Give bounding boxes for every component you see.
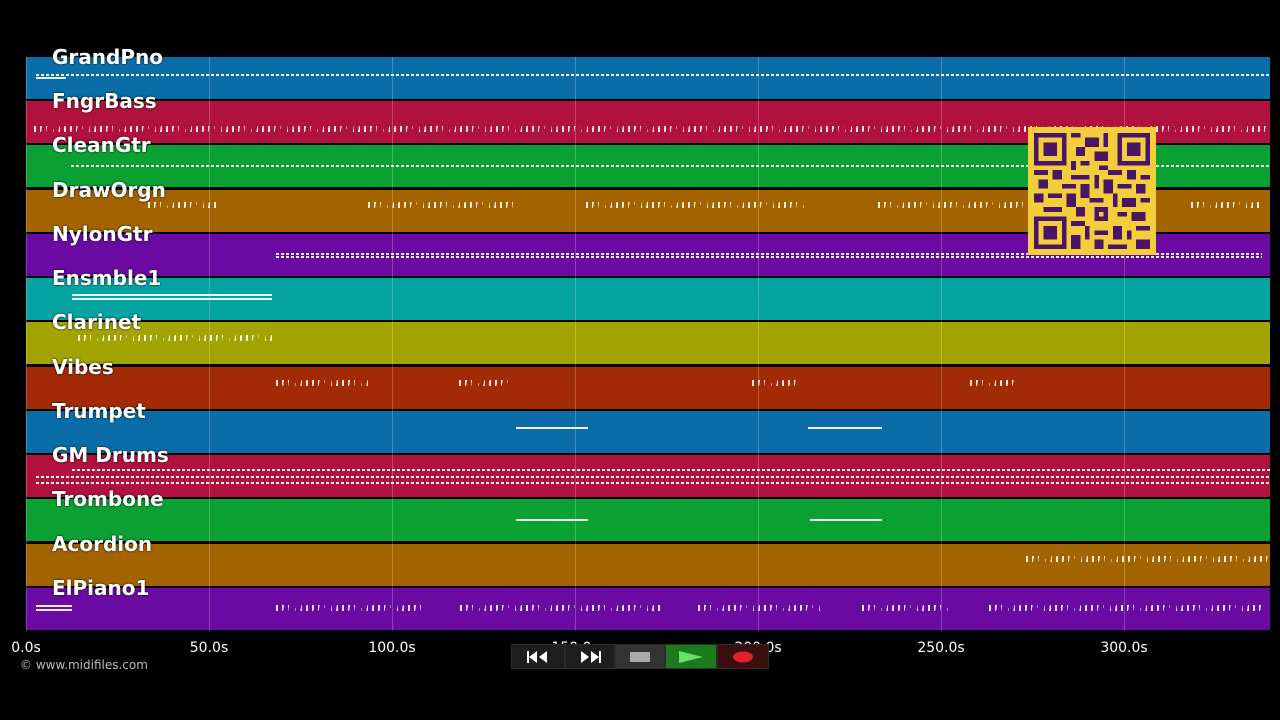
stop-button[interactable] — [615, 644, 665, 669]
track-label: Vibes — [52, 355, 114, 379]
fast-forward-icon — [581, 650, 601, 663]
piano-roll-timeline[interactable]: GrandPno FngrBass CleanGtr DrawOrgn Nylo… — [26, 45, 1270, 631]
time-tick-label: 300.0s — [1100, 640, 1148, 656]
qr-code-icon — [1028, 127, 1156, 255]
fast-forward-button[interactable] — [565, 644, 615, 669]
track-ensmble1[interactable]: Ensmble1 — [26, 266, 1270, 320]
play-button[interactable] — [665, 644, 717, 669]
track-gm-drums[interactable]: GM Drums — [26, 443, 1270, 497]
track-label: GrandPno — [52, 45, 163, 69]
transport-controls — [511, 644, 769, 669]
track-vibes[interactable]: Vibes — [26, 355, 1270, 409]
record-button[interactable] — [717, 644, 769, 669]
track-label: ElPiano1 — [52, 576, 150, 600]
track-label: Trombone — [52, 487, 164, 511]
time-tick-label: 50.0s — [189, 640, 229, 656]
rewind-button[interactable] — [511, 644, 565, 669]
track-clarinet[interactable]: Clarinet — [26, 310, 1270, 364]
time-tick-label: 0.0s — [11, 640, 41, 656]
track-label: DrawOrgn — [52, 178, 166, 202]
track-label: Trumpet — [52, 399, 146, 423]
track-label: Acordion — [52, 532, 153, 556]
track-label: Clarinet — [52, 310, 142, 334]
track-label: CleanGtr — [52, 133, 151, 157]
track-label: Ensmble1 — [52, 266, 162, 290]
time-tick-label: 100.0s — [368, 640, 416, 656]
track-trombone[interactable]: Trombone — [26, 487, 1270, 541]
track-elpiano1[interactable]: ElPiano1 — [26, 576, 1270, 630]
copyright-text: © www.midifiles.com — [20, 658, 148, 672]
track-grandpno[interactable]: GrandPno — [26, 45, 1270, 99]
track-acordion[interactable]: Acordion — [26, 532, 1270, 586]
record-icon — [733, 651, 753, 662]
track-label: FngrBass — [52, 89, 157, 113]
time-tick-label: 250.0s — [917, 640, 965, 656]
rewind-icon — [527, 650, 547, 663]
stop-icon — [630, 651, 650, 662]
track-label: NylonGtr — [52, 222, 153, 246]
play-icon — [679, 650, 703, 663]
track-label: GM Drums — [52, 443, 169, 467]
track-trumpet[interactable]: Trumpet — [26, 399, 1270, 453]
